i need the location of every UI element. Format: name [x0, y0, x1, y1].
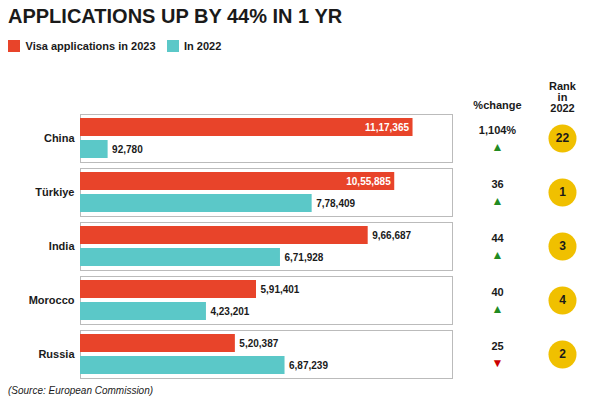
svg-text:▼: ▼ — [492, 356, 504, 370]
html-text:APPLICATIONS UP BY 44% IN 1 YR: APPLICATIONS UP BY 44% IN 1 YR — [8, 5, 343, 27]
svg-text:4: 4 — [559, 293, 566, 307]
svg-text:7,78,409: 7,78,409 — [316, 197, 355, 208]
svg-text:92,780: 92,780 — [112, 143, 143, 154]
svg-text:▲: ▲ — [492, 140, 504, 154]
svg-text:40: 40 — [491, 286, 503, 298]
svg-text:India: India — [49, 240, 76, 252]
svg-text:▲: ▲ — [492, 302, 504, 316]
svg-text:9,66,687: 9,66,687 — [372, 229, 411, 240]
svg-text:2: 2 — [559, 347, 566, 361]
svg-text:▲: ▲ — [492, 248, 504, 262]
svg-text:6,87,239: 6,87,239 — [289, 359, 328, 370]
svg-text:Rankin2022: Rankin2022 — [549, 79, 577, 113]
svg-text:▲: ▲ — [492, 194, 504, 208]
svg-text:Morocco: Morocco — [29, 294, 75, 306]
svg-text:3: 3 — [559, 239, 566, 253]
svg-text:10,55,885: 10,55,885 — [346, 175, 391, 186]
svg-text:25: 25 — [491, 340, 503, 352]
svg-text:5,20,387: 5,20,387 — [239, 337, 278, 348]
html-text:(Source: European Commission): (Source: European Commission) — [8, 384, 154, 396]
svg-text:1,104%: 1,104% — [479, 124, 517, 136]
svg-text:4,23,201: 4,23,201 — [210, 305, 249, 316]
svg-text:11,17,365: 11,17,365 — [365, 121, 409, 132]
html-text:In 2022: In 2022 — [184, 39, 222, 52]
html-text:Visa applications in 2023: Visa applications in 2023 — [25, 39, 156, 52]
svg-text:Russia: Russia — [38, 348, 75, 360]
svg-text:6,71,928: 6,71,928 — [284, 251, 323, 262]
svg-text:44: 44 — [491, 232, 504, 244]
svg-text:China: China — [44, 132, 75, 144]
svg-text:36: 36 — [491, 178, 503, 190]
svg-text:%change: %change — [473, 98, 521, 110]
svg-text:5,91,401: 5,91,401 — [261, 283, 300, 294]
svg-text:22: 22 — [556, 131, 570, 145]
svg-text:1: 1 — [559, 185, 566, 199]
svg-text:Türkiye: Türkiye — [35, 186, 74, 198]
